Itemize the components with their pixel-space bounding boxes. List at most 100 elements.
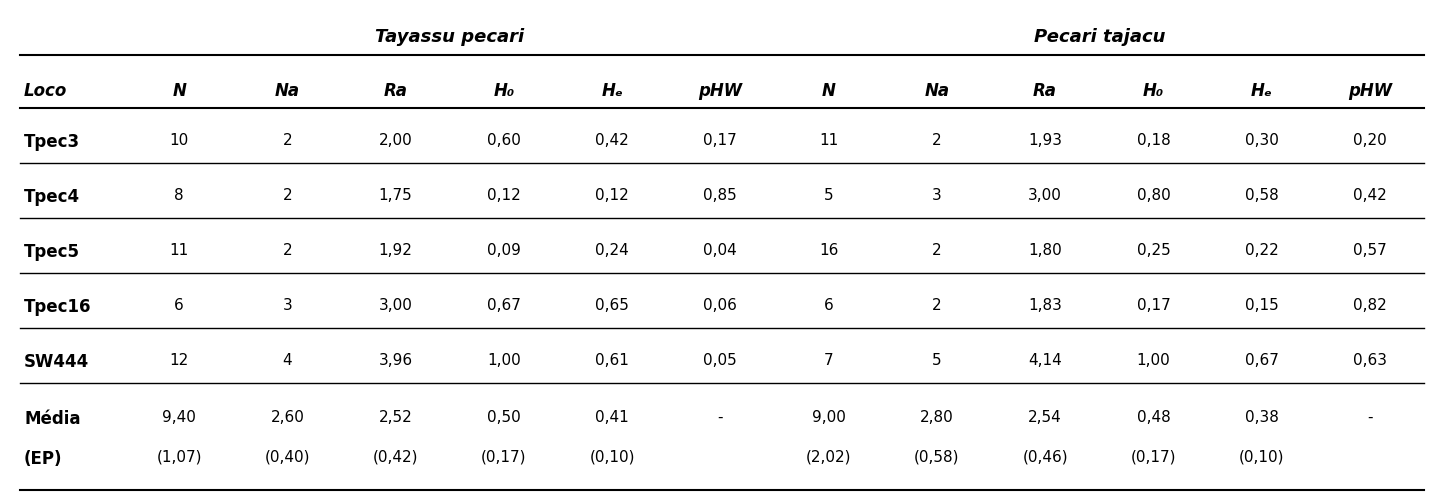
Text: (0,42): (0,42) bbox=[373, 450, 419, 465]
Text: Média: Média bbox=[24, 410, 80, 428]
Text: 0,67: 0,67 bbox=[1245, 353, 1279, 368]
Text: (EP): (EP) bbox=[24, 450, 63, 468]
Text: 12: 12 bbox=[169, 353, 189, 368]
Text: Hₑ: Hₑ bbox=[1250, 82, 1272, 100]
Text: 2: 2 bbox=[932, 243, 942, 258]
Text: 0,63: 0,63 bbox=[1352, 353, 1387, 368]
Text: 10: 10 bbox=[169, 133, 189, 148]
Text: N: N bbox=[822, 82, 836, 100]
Text: 0,58: 0,58 bbox=[1245, 188, 1279, 203]
Text: Loco: Loco bbox=[24, 82, 67, 100]
Text: 3,00: 3,00 bbox=[379, 298, 413, 313]
Text: 0,80: 0,80 bbox=[1137, 188, 1170, 203]
Text: Tayassu pecari: Tayassu pecari bbox=[376, 28, 525, 46]
Text: 0,15: 0,15 bbox=[1245, 298, 1279, 313]
Text: 1,80: 1,80 bbox=[1028, 243, 1063, 258]
Text: 0,17: 0,17 bbox=[704, 133, 737, 148]
Text: 2,00: 2,00 bbox=[379, 133, 413, 148]
Text: 0,22: 0,22 bbox=[1245, 243, 1279, 258]
Text: 0,09: 0,09 bbox=[488, 243, 521, 258]
Text: 3: 3 bbox=[932, 188, 942, 203]
Text: Hₑ: Hₑ bbox=[601, 82, 622, 100]
Text: 9,00: 9,00 bbox=[812, 410, 846, 425]
Text: 11: 11 bbox=[819, 133, 839, 148]
Text: Tpec3: Tpec3 bbox=[24, 133, 80, 151]
Text: 5: 5 bbox=[823, 188, 833, 203]
Text: 0,60: 0,60 bbox=[488, 133, 521, 148]
Text: Ra: Ra bbox=[384, 82, 407, 100]
Text: Na: Na bbox=[925, 82, 949, 100]
Text: 2: 2 bbox=[282, 188, 293, 203]
Text: 3: 3 bbox=[282, 298, 293, 313]
Text: 2: 2 bbox=[932, 133, 942, 148]
Text: 0,82: 0,82 bbox=[1354, 298, 1387, 313]
Text: 8: 8 bbox=[175, 188, 184, 203]
Text: 3,00: 3,00 bbox=[1028, 188, 1063, 203]
Text: 1,75: 1,75 bbox=[379, 188, 413, 203]
Text: 0,17: 0,17 bbox=[1137, 298, 1170, 313]
Text: Ra: Ra bbox=[1032, 82, 1057, 100]
Text: 1,00: 1,00 bbox=[488, 353, 521, 368]
Text: 0,05: 0,05 bbox=[704, 353, 737, 368]
Text: pHW: pHW bbox=[698, 82, 743, 100]
Text: 0,04: 0,04 bbox=[704, 243, 737, 258]
Text: (0,46): (0,46) bbox=[1022, 450, 1068, 465]
Text: 0,57: 0,57 bbox=[1354, 243, 1387, 258]
Text: (0,17): (0,17) bbox=[1130, 450, 1176, 465]
Text: 9,40: 9,40 bbox=[162, 410, 196, 425]
Text: 2,60: 2,60 bbox=[271, 410, 304, 425]
Text: 2,54: 2,54 bbox=[1028, 410, 1063, 425]
Text: 0,50: 0,50 bbox=[488, 410, 521, 425]
Text: Na: Na bbox=[275, 82, 300, 100]
Text: 2: 2 bbox=[932, 298, 942, 313]
Text: H₀: H₀ bbox=[1143, 82, 1164, 100]
Text: 2,52: 2,52 bbox=[379, 410, 413, 425]
Text: 0,06: 0,06 bbox=[704, 298, 737, 313]
Text: Tpec16: Tpec16 bbox=[24, 298, 92, 316]
Text: 3,96: 3,96 bbox=[379, 353, 413, 368]
Text: (2,02): (2,02) bbox=[806, 450, 852, 465]
Text: 0,42: 0,42 bbox=[595, 133, 630, 148]
Text: 1,92: 1,92 bbox=[379, 243, 413, 258]
Text: 0,48: 0,48 bbox=[1137, 410, 1170, 425]
Text: 0,30: 0,30 bbox=[1245, 133, 1279, 148]
Text: (1,07): (1,07) bbox=[156, 450, 202, 465]
Text: 5: 5 bbox=[932, 353, 942, 368]
Text: 0,67: 0,67 bbox=[488, 298, 521, 313]
Text: -: - bbox=[1367, 410, 1372, 425]
Text: 0,42: 0,42 bbox=[1354, 188, 1387, 203]
Text: (0,40): (0,40) bbox=[265, 450, 310, 465]
Text: 0,12: 0,12 bbox=[488, 188, 521, 203]
Text: 1,00: 1,00 bbox=[1137, 353, 1170, 368]
Text: pHW: pHW bbox=[1348, 82, 1392, 100]
Text: Pecari tajacu: Pecari tajacu bbox=[1034, 28, 1164, 46]
Text: Tpec5: Tpec5 bbox=[24, 243, 80, 261]
Text: 16: 16 bbox=[819, 243, 839, 258]
Text: (0,10): (0,10) bbox=[1239, 450, 1285, 465]
Text: 0,24: 0,24 bbox=[595, 243, 630, 258]
Text: H₀: H₀ bbox=[493, 82, 515, 100]
Text: 7: 7 bbox=[823, 353, 833, 368]
Text: 1,83: 1,83 bbox=[1028, 298, 1063, 313]
Text: 0,41: 0,41 bbox=[595, 410, 630, 425]
Text: 0,25: 0,25 bbox=[1137, 243, 1170, 258]
Text: 0,20: 0,20 bbox=[1354, 133, 1387, 148]
Text: SW444: SW444 bbox=[24, 353, 89, 371]
Text: 6: 6 bbox=[823, 298, 833, 313]
Text: 0,85: 0,85 bbox=[704, 188, 737, 203]
Text: 0,61: 0,61 bbox=[595, 353, 630, 368]
Text: 0,65: 0,65 bbox=[595, 298, 630, 313]
Text: N: N bbox=[172, 82, 186, 100]
Text: 11: 11 bbox=[169, 243, 189, 258]
Text: -: - bbox=[717, 410, 723, 425]
Text: (0,17): (0,17) bbox=[482, 450, 526, 465]
Text: 0,12: 0,12 bbox=[595, 188, 630, 203]
Text: 6: 6 bbox=[175, 298, 184, 313]
Text: 1,93: 1,93 bbox=[1028, 133, 1063, 148]
Text: 0,38: 0,38 bbox=[1245, 410, 1279, 425]
Text: 4,14: 4,14 bbox=[1028, 353, 1063, 368]
Text: 2: 2 bbox=[282, 243, 293, 258]
Text: (0,58): (0,58) bbox=[913, 450, 959, 465]
Text: 2: 2 bbox=[282, 133, 293, 148]
Text: 0,18: 0,18 bbox=[1137, 133, 1170, 148]
